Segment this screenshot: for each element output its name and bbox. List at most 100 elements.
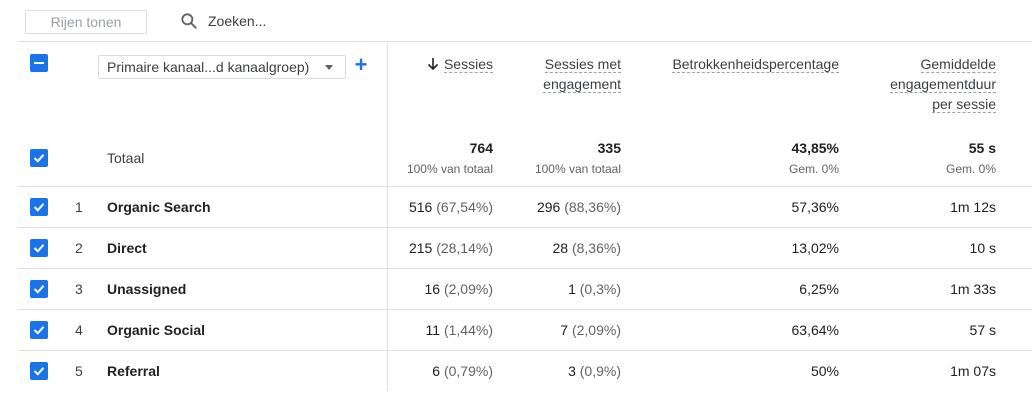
percent: (1,44%) [443, 322, 493, 338]
percent: (2,09%) [443, 281, 493, 297]
column-header-label: Sessies met [544, 56, 621, 73]
column-header-sessions[interactable]: Sessies [426, 54, 493, 74]
row-engagement-rate: 50% [810, 363, 839, 379]
value: 16 [424, 281, 441, 297]
row-avg-engagement-time: 57 s [969, 322, 996, 338]
total-engaged-sessions: 335 [597, 140, 621, 156]
percent: (0,3%) [579, 281, 621, 297]
percent: (0,9%) [579, 363, 621, 379]
total-engagement-rate: 43,85% [791, 140, 839, 156]
table-row[interactable]: 3 Unassigned 16 (2,09%) 1 (0,3%) 6,25% 1… [18, 268, 1032, 309]
row-checkbox[interactable] [30, 198, 48, 216]
percent: (28,14%) [436, 240, 493, 256]
row-avg-engagement-time: 10 s [969, 240, 996, 256]
value: 6 [432, 363, 441, 379]
row-engagement-rate: 13,02% [791, 240, 839, 256]
row-engagement-rate: 63,64% [791, 322, 839, 338]
value: 7 [560, 322, 569, 338]
checkbox-indeterminate-icon [34, 62, 44, 64]
arrow-down-icon [427, 58, 439, 71]
row-engagement-rate: 57,36% [791, 199, 839, 215]
row-sessions: 16 (2,09%) [425, 281, 494, 297]
checkbox-checked-icon [33, 367, 45, 376]
row-checkbox[interactable] [30, 239, 48, 257]
row-rank: 5 [75, 363, 83, 379]
row-checkbox[interactable] [30, 362, 48, 380]
value: 296 [536, 199, 561, 215]
checkbox-checked-icon [33, 244, 45, 253]
add-dimension-button[interactable]: + [354, 52, 368, 77]
column-header-engaged-sessions[interactable]: Sessies met engagement [543, 54, 621, 94]
row-rank: 1 [75, 199, 83, 215]
row-rank: 4 [75, 322, 83, 338]
table-row[interactable]: 5 Referral 6 (0,79%) 3 (0,9%) 50% 1m 07s [18, 350, 1032, 391]
total-sessions: 764 [469, 140, 493, 156]
dimension-select-label: Primaire kanaal...d kanaalgroep) [107, 59, 310, 75]
row-channel-name[interactable]: Direct [107, 240, 147, 256]
value: 28 [552, 240, 569, 256]
row-engagement-rate: 6,25% [799, 281, 839, 297]
total-avg-engagement-time: 55 s [968, 140, 996, 156]
percent: (8,36%) [571, 240, 621, 256]
row-engaged-sessions: 1 (0,3%) [568, 281, 621, 297]
caret-down-icon [325, 65, 333, 70]
column-header-label: Sessies [443, 56, 493, 73]
column-divider [387, 42, 388, 391]
row-avg-engagement-time: 1m 12s [950, 199, 996, 215]
search-input[interactable] [208, 11, 508, 31]
percent: (88,36%) [564, 199, 621, 215]
checkbox-checked-icon [33, 203, 45, 212]
column-header-label: Betrokkenheidspercentage [672, 56, 839, 73]
row-checkbox[interactable] [30, 321, 48, 339]
row-sessions: 215 (28,14%) [409, 240, 493, 256]
value: 516 [408, 199, 433, 215]
checkbox-checked-icon [33, 154, 45, 163]
search-icon [181, 13, 197, 29]
row-channel-name[interactable]: Referral [107, 363, 160, 379]
select-all-checkbox[interactable] [30, 54, 48, 72]
show-rows-button[interactable]: Rijen tonen [25, 10, 147, 34]
row-engaged-sessions: 28 (8,36%) [553, 240, 622, 256]
total-label: Totaal [107, 150, 145, 166]
row-avg-engagement-time: 1m 07s [950, 363, 996, 379]
total-avg-engagement-time-sub: Gem. 0% [945, 162, 996, 176]
total-checkbox[interactable] [30, 149, 48, 167]
table-row[interactable]: 1 Organic Search 516 (67,54%) 296 (88,36… [18, 186, 1032, 227]
percent: (0,79%) [443, 363, 493, 379]
row-sessions: 11 (1,44%) [426, 322, 493, 338]
total-engagement-rate-sub: Gem. 0% [788, 162, 839, 176]
row-engaged-sessions: 7 (2,09%) [560, 322, 621, 338]
row-sessions: 6 (0,79%) [432, 363, 493, 379]
report-table: Primaire kanaal...d kanaalgroep) + Sessi… [18, 42, 1032, 391]
value: 1 [568, 281, 576, 297]
checkbox-checked-icon [33, 285, 45, 294]
row-checkbox[interactable] [30, 280, 48, 298]
total-engaged-sessions-sub: 100% van totaal [534, 162, 621, 176]
row-avg-engagement-time: 1m 33s [950, 281, 996, 297]
value: 11 [425, 322, 441, 338]
checkbox-checked-icon [33, 326, 45, 335]
table-row[interactable]: 2 Direct 215 (28,14%) 28 (8,36%) 13,02% … [18, 227, 1032, 268]
column-header-label: per sessie [932, 96, 996, 113]
column-header-label: Gemiddelde [920, 56, 996, 73]
row-engaged-sessions: 3 (0,9%) [568, 363, 621, 379]
column-header-label: engagement [543, 76, 621, 93]
row-channel-name[interactable]: Organic Social [107, 322, 206, 338]
dimension-select[interactable]: Primaire kanaal...d kanaalgroep) [98, 55, 346, 79]
percent: (67,54%) [436, 199, 493, 215]
column-header-label: engagementduur [890, 76, 996, 93]
percent: (2,09%) [571, 322, 621, 338]
row-rank: 2 [75, 240, 83, 256]
row-channel-name[interactable]: Unassigned [107, 281, 187, 297]
row-engaged-sessions: 296 (88,36%) [537, 199, 621, 215]
total-sessions-sub: 100% van totaal [406, 162, 493, 176]
row-rank: 3 [75, 281, 83, 297]
row-channel-name[interactable]: Organic Search [107, 199, 211, 215]
value: 215 [408, 240, 433, 256]
row-sessions: 516 (67,54%) [409, 199, 493, 215]
column-header-engagement-rate[interactable]: Betrokkenheidspercentage [672, 54, 839, 74]
table-row[interactable]: 4 Organic Social 11 (1,44%) 7 (2,09%) 63… [18, 309, 1032, 350]
column-header-avg-engagement-time[interactable]: Gemiddelde engagementduur per sessie [890, 54, 996, 114]
toolbar: Rijen tonen [18, 0, 1032, 42]
value: 3 [568, 363, 576, 379]
